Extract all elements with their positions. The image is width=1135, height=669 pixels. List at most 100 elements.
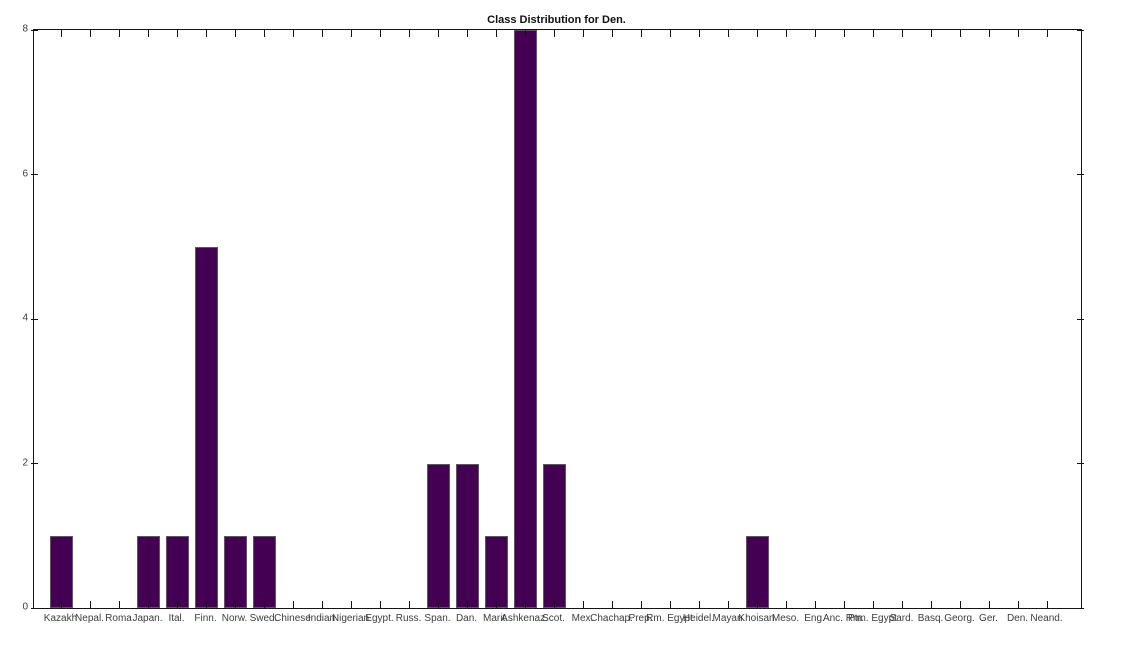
y-tick-mark bbox=[31, 463, 38, 464]
x-tick-mark bbox=[496, 601, 497, 608]
x-tick-mark bbox=[321, 601, 323, 608]
x-tick-mark bbox=[525, 601, 526, 608]
x-tick-mark bbox=[496, 30, 497, 37]
x-tick-mark bbox=[293, 601, 294, 608]
x-tick-label-finn: Finn. bbox=[194, 613, 217, 624]
x-tick-mark bbox=[89, 30, 91, 37]
x-tick-mark bbox=[583, 601, 584, 608]
x-tick-mark bbox=[612, 601, 613, 608]
x-tick-label-chinese: Chinese bbox=[274, 613, 311, 624]
x-tick-label-meso: Meso. bbox=[771, 613, 800, 624]
x-tick-mark bbox=[554, 601, 555, 608]
x-tick-mark bbox=[264, 601, 265, 608]
x-tick-label-anc-rm: Anc. Rm. bbox=[822, 613, 865, 624]
y-tick-label-2: 2 bbox=[22, 457, 28, 468]
x-tick-mark bbox=[466, 30, 468, 37]
x-axis-labels: Kazakh Nepal. Roma Japan. Ital. Finn. Norw. Swe… bbox=[43, 613, 1063, 627]
y-tick-label-0: 0 bbox=[22, 601, 28, 613]
y-tick-mark bbox=[1077, 318, 1084, 320]
x-tick-mark bbox=[235, 601, 236, 608]
x-tick-mark bbox=[931, 601, 932, 608]
x-tick-mark bbox=[176, 30, 178, 37]
y-tick-label-8: 8 bbox=[22, 23, 28, 35]
x-tick-mark bbox=[873, 30, 874, 37]
x-tick-label-span: Span. bbox=[424, 613, 451, 624]
x-tick-mark bbox=[466, 601, 468, 608]
x-tick-mark bbox=[844, 601, 845, 608]
bar-finn bbox=[194, 246, 219, 608]
x-tick-label-prep: Prep. bbox=[628, 613, 653, 624]
bar-kazakh bbox=[49, 535, 74, 608]
bar-scot bbox=[542, 463, 567, 608]
x-tick-mark bbox=[206, 601, 207, 608]
y-axis-labels: 0 2 4 6 8 bbox=[0, 24, 28, 613]
bar-ashkenaz bbox=[513, 30, 538, 608]
x-tick-label-den: Den. bbox=[1006, 613, 1029, 624]
x-tick-mark bbox=[931, 30, 932, 37]
x-tick-label-dan: Dan. bbox=[455, 613, 478, 624]
x-tick-mark bbox=[206, 30, 207, 37]
x-tick-label-khoisan: Khoisan bbox=[738, 613, 775, 624]
bar-swed bbox=[252, 535, 277, 608]
chart-title: Class Distribution for Den. bbox=[487, 14, 626, 26]
y-tick-mark bbox=[31, 318, 38, 320]
x-tick-mark bbox=[670, 30, 671, 37]
bar-japan bbox=[136, 535, 161, 608]
y-tick-mark bbox=[31, 29, 38, 31]
x-tick-mark bbox=[61, 30, 62, 37]
x-tick-label-nepal: Nepal. bbox=[75, 613, 104, 624]
bar-ital bbox=[165, 535, 190, 608]
x-tick-mark bbox=[1018, 601, 1019, 608]
x-tick-mark bbox=[786, 601, 787, 608]
x-tick-mark bbox=[815, 30, 816, 37]
x-tick-label-basq: Basq. bbox=[917, 613, 944, 624]
x-tick-mark bbox=[989, 30, 990, 37]
x-tick-mark bbox=[264, 30, 265, 37]
x-tick-label-mex: Mex. bbox=[571, 613, 594, 624]
x-tick-label-nigerian: Nigerian bbox=[331, 613, 370, 624]
x-tick-mark bbox=[235, 30, 236, 37]
x-tick-mark bbox=[148, 30, 149, 37]
y-tick-mark bbox=[1077, 29, 1084, 31]
bars-layer bbox=[47, 30, 1062, 608]
bar-khoisan bbox=[745, 535, 770, 608]
x-tick-mark bbox=[670, 601, 671, 608]
x-tick-mark bbox=[438, 601, 439, 608]
bar-norw bbox=[223, 535, 248, 608]
x-tick-mark bbox=[118, 30, 120, 37]
y-tick-label-4: 4 bbox=[22, 312, 28, 324]
bar-span bbox=[426, 463, 451, 608]
x-tick-label-roma: Roma bbox=[105, 613, 132, 624]
y-tick-mark bbox=[1077, 607, 1084, 609]
x-tick-mark bbox=[321, 30, 323, 37]
plot-area bbox=[31, 29, 1084, 609]
x-tick-mark bbox=[118, 601, 120, 608]
x-tick-mark bbox=[1047, 30, 1048, 37]
x-tick-mark bbox=[351, 30, 352, 37]
x-tick-label-swed: Swed. bbox=[249, 613, 278, 624]
x-tick-label-sard: Sard. bbox=[889, 613, 914, 624]
x-tick-mark bbox=[757, 601, 758, 608]
x-tick-mark bbox=[844, 30, 845, 37]
x-tick-mark bbox=[409, 601, 410, 608]
x-tick-label-ital: Ital. bbox=[168, 613, 185, 624]
x-tick-mark bbox=[380, 30, 381, 37]
x-tick-mark bbox=[409, 30, 410, 37]
x-tick-label-eng: Eng. bbox=[804, 613, 825, 624]
x-tick-label-rm-egypt: Rm. Egypt bbox=[646, 613, 693, 624]
bar-marit bbox=[484, 535, 509, 608]
x-tick-label-kazakh: Kazakh bbox=[43, 613, 78, 624]
x-tick-mark bbox=[525, 30, 526, 37]
x-tick-mark bbox=[61, 601, 62, 608]
x-tick-mark bbox=[728, 601, 729, 608]
x-tick-mark bbox=[960, 601, 961, 608]
x-tick-mark bbox=[554, 30, 555, 37]
y-tick-mark bbox=[1077, 174, 1084, 175]
x-tick-label-japan: Japan. bbox=[132, 613, 163, 624]
x-tick-label-ger: Ger. bbox=[979, 613, 998, 624]
x-tick-mark bbox=[699, 30, 700, 37]
x-tick-mark bbox=[1047, 601, 1048, 608]
y-tick-mark bbox=[31, 607, 38, 609]
x-tick-mark bbox=[989, 601, 990, 608]
x-tick-mark bbox=[641, 30, 642, 37]
